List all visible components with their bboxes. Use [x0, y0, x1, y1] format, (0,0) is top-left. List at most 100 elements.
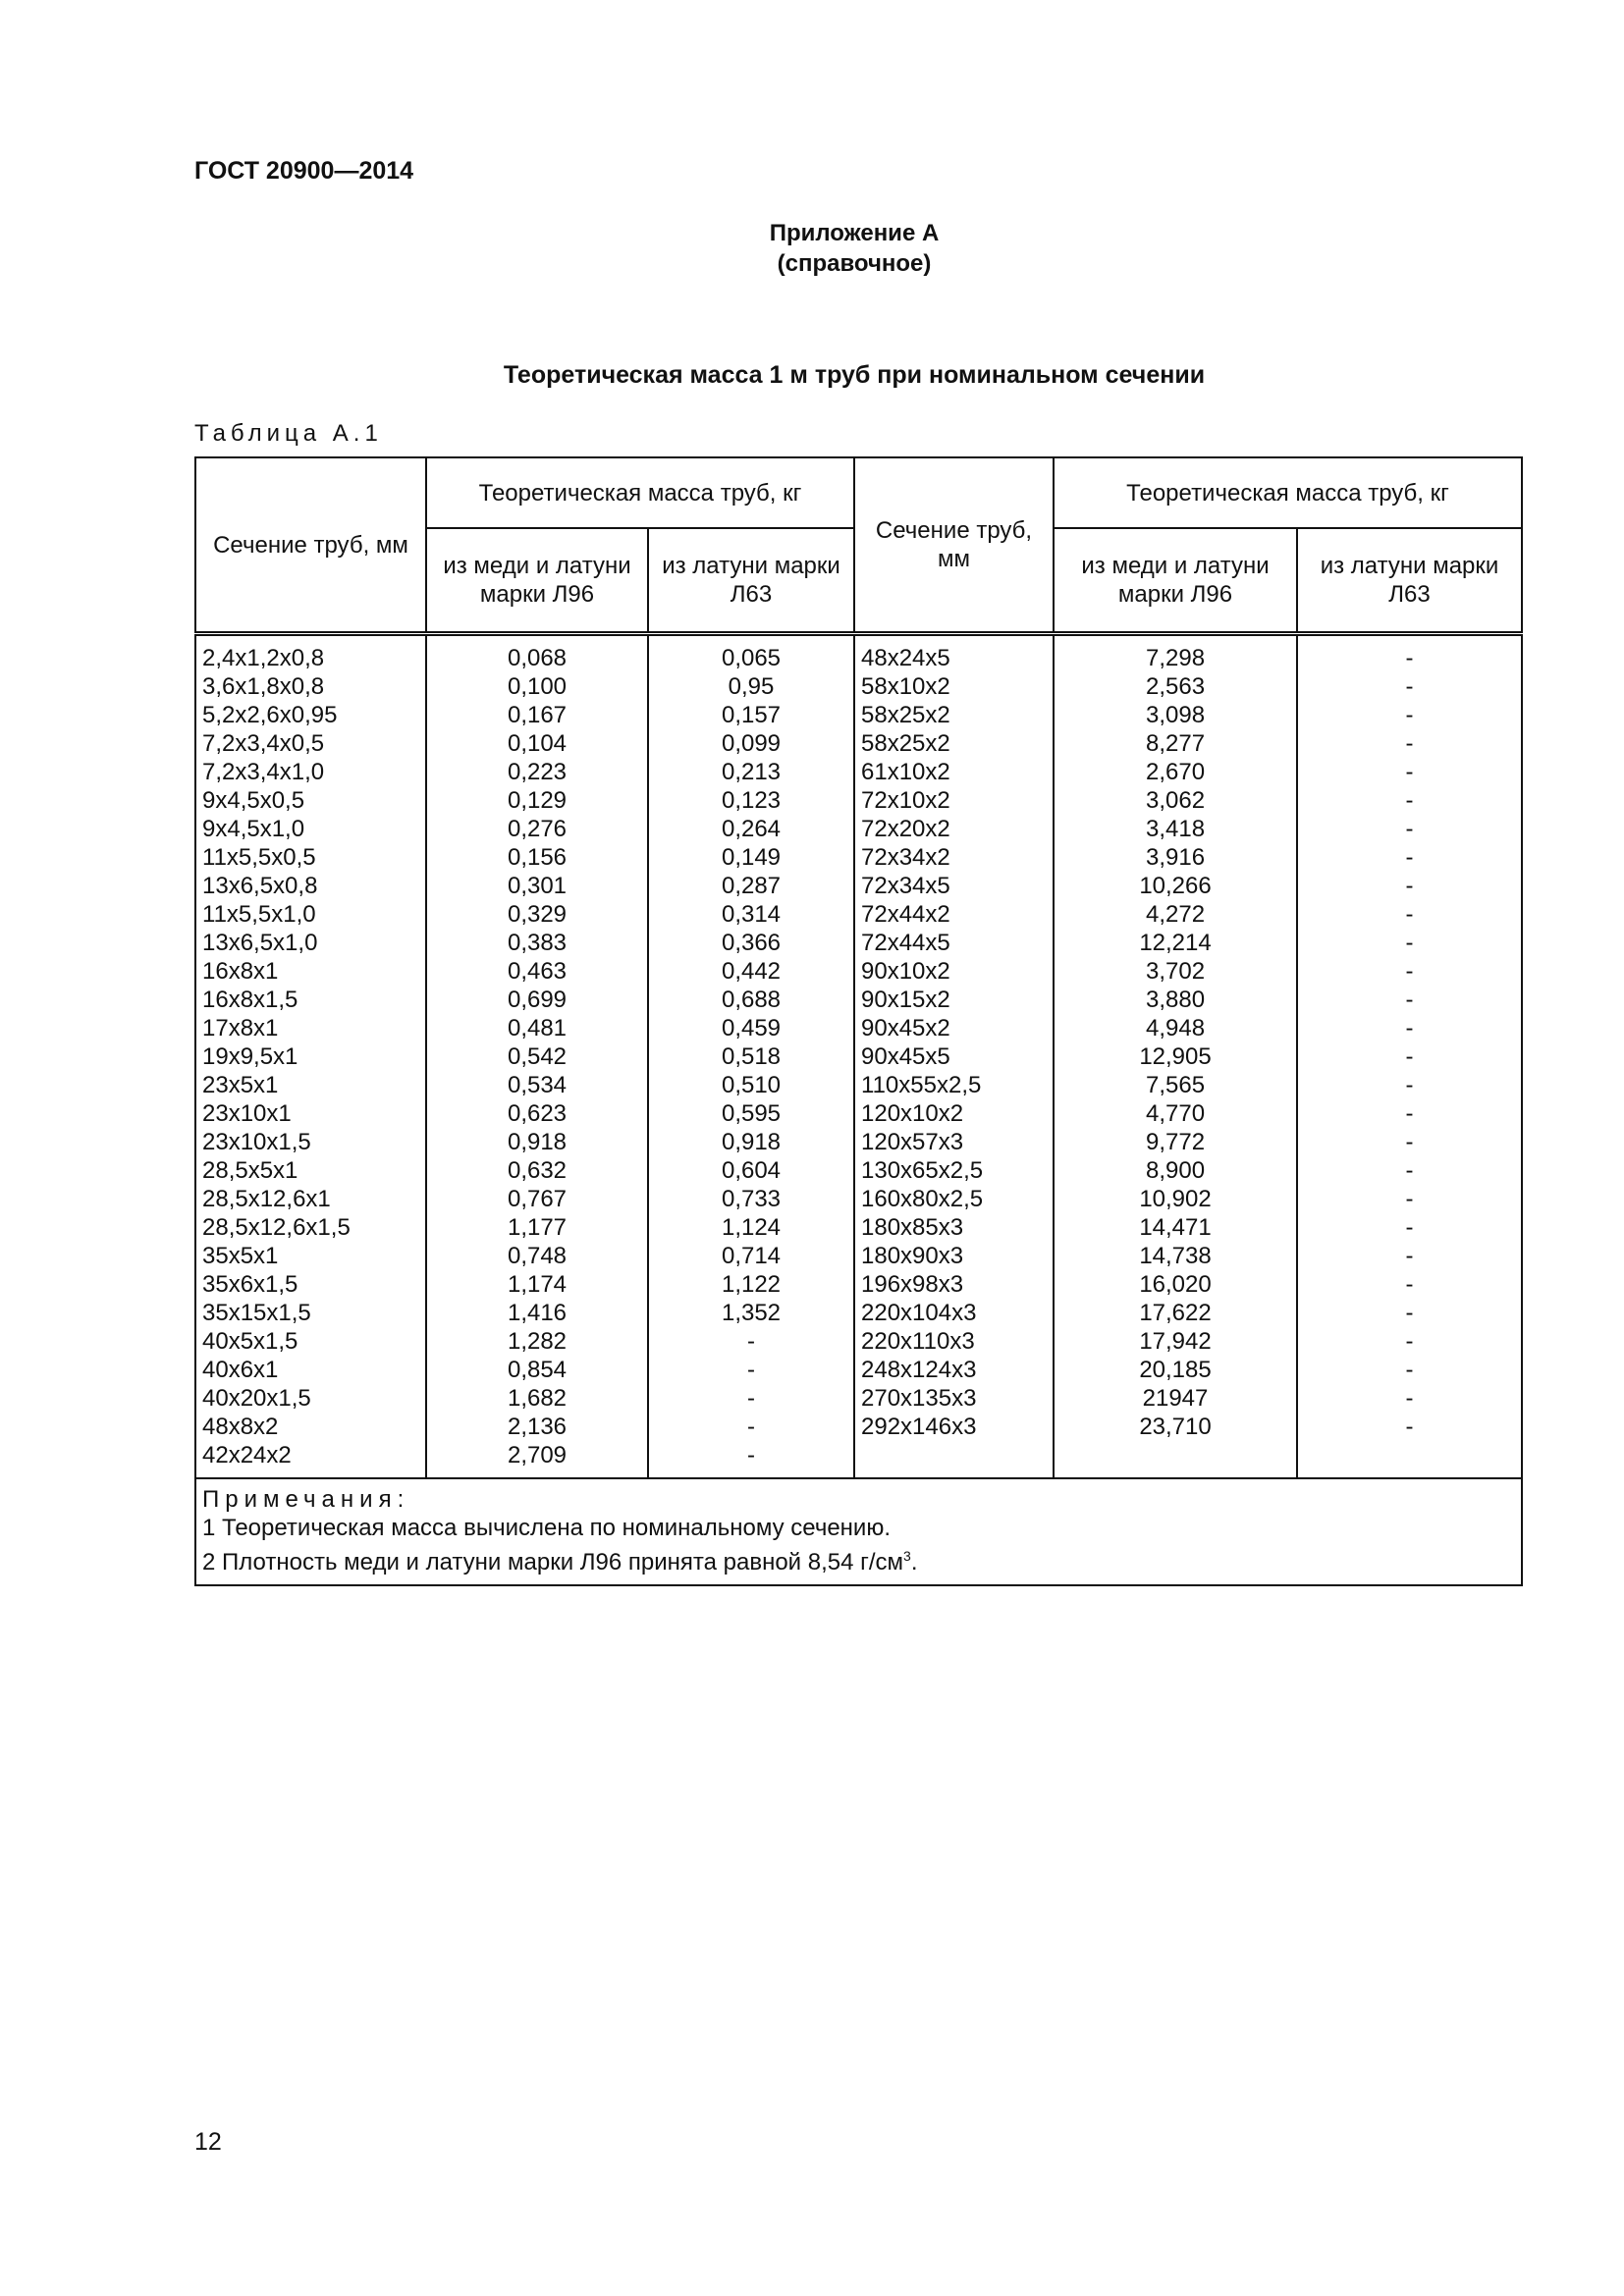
- cell-section: 40x20x1,5: [194, 1384, 427, 1413]
- table-row: 11x5,5x1,0 0,329 0,314 72x44x2 4,272-: [194, 900, 1524, 929]
- cell-mass-copper: 1,174: [425, 1270, 649, 1299]
- cell-section: 11x5,5x0,5: [194, 843, 427, 872]
- cell-mass-brass: 0,604: [646, 1156, 856, 1185]
- cell-mass-copper: 0,463: [425, 957, 649, 986]
- cell-section: 19x9,5x1: [194, 1042, 427, 1071]
- table-row: 3,6x1,8x0,8 0,100 0,95 58x10x2 2,563-: [194, 672, 1524, 701]
- cell-mass-brass: 0,366: [646, 929, 856, 957]
- cell-section: 61x10x2: [853, 758, 1056, 786]
- cell-mass-copper: 0,223: [425, 758, 649, 786]
- cell-section: 48x24x5: [853, 633, 1056, 672]
- cell-mass-brass: -: [646, 1327, 856, 1356]
- cell-mass-brass: 0,459: [646, 1014, 856, 1042]
- cell-mass-copper: 0,104: [425, 729, 649, 758]
- cell-section: 72x34x5: [853, 872, 1056, 900]
- header-section: Сечение труб, мм: [194, 456, 427, 635]
- appendix-heading: Приложение А (справочное): [0, 218, 1624, 279]
- cell-mass-brass: 0,733: [646, 1185, 856, 1213]
- cell-section: 130x65x2,5: [853, 1156, 1056, 1185]
- cell-section: 28,5x5x1: [194, 1156, 427, 1185]
- cell-mass-brass: -: [1296, 672, 1524, 701]
- cell-section: 180x90x3: [853, 1242, 1056, 1270]
- cell-section: 72x10x2: [853, 786, 1056, 815]
- table-row: 16x8x1,5 0,699 0,688 90x15x2 3,880-: [194, 986, 1524, 1014]
- cell-section: 58x25x2: [853, 701, 1056, 729]
- cell-section: 16x8x1,5: [194, 986, 427, 1014]
- table-row: 23x10x1 0,623 0,595 120x10x2 4,770-: [194, 1099, 1524, 1128]
- cell-mass-brass: -: [1296, 1299, 1524, 1327]
- table-row: 17x8x1 0,481 0,459 90x45x2 4,948-: [194, 1014, 1524, 1042]
- cell-mass-brass: 0,287: [646, 872, 856, 900]
- cell-mass-brass: -: [1296, 1185, 1524, 1213]
- cell-mass-copper: 0,918: [425, 1128, 649, 1156]
- cell-section: 90x10x2: [853, 957, 1056, 986]
- cell-mass-brass: -: [1296, 872, 1524, 900]
- cell-mass-brass: 0,714: [646, 1242, 856, 1270]
- table-row: 28,5x5x1 0,632 0,604 130x65x2,5 8,900-: [194, 1156, 1524, 1185]
- cell-mass-copper: 0,129: [425, 786, 649, 815]
- cell-mass-copper: 17,942: [1053, 1327, 1299, 1356]
- table-row: 9x4,5x0,5 0,129 0,123 72x10x2 3,062-: [194, 786, 1524, 815]
- cell-mass-brass: -: [1296, 701, 1524, 729]
- table-row: 19x9,5x1 0,542 0,518 90x45x5 12,905-: [194, 1042, 1524, 1071]
- cell-mass-copper: 0,156: [425, 843, 649, 872]
- cell-mass-brass: [1296, 1441, 1524, 1478]
- cell-mass-brass: 0,123: [646, 786, 856, 815]
- cell-section: 40x6x1: [194, 1356, 427, 1384]
- cell-mass-copper: 0,767: [425, 1185, 649, 1213]
- cell-section: 28,5x12,6x1,5: [194, 1213, 427, 1242]
- table-row: 35x15x1,5 1,416 1,352 220x104x3 17,622-: [194, 1299, 1524, 1327]
- cell-section: 58x25x2: [853, 729, 1056, 758]
- cell-mass-brass: -: [646, 1441, 856, 1478]
- cell-mass-copper: 3,062: [1053, 786, 1299, 815]
- cell-mass-brass: 0,95: [646, 672, 856, 701]
- cell-section: 220x104x3: [853, 1299, 1056, 1327]
- cell-mass-copper: 0,542: [425, 1042, 649, 1071]
- cell-mass-brass: -: [1296, 1413, 1524, 1441]
- cell-mass-brass: 0,688: [646, 986, 856, 1014]
- cell-section: 270x135x3: [853, 1384, 1056, 1413]
- section-title: Теоретическая масса 1 м труб при номинал…: [503, 361, 1206, 389]
- cell-section: 11x5,5x1,0: [194, 900, 427, 929]
- cell-mass-copper: 0,854: [425, 1356, 649, 1384]
- cell-section: 7,2x3,4x0,5: [194, 729, 427, 758]
- cell-mass-copper: 0,383: [425, 929, 649, 957]
- cell-mass-copper: 1,416: [425, 1299, 649, 1327]
- cell-mass-copper: 0,623: [425, 1099, 649, 1128]
- cell-mass-copper: 8,900: [1053, 1156, 1299, 1185]
- cell-mass-copper: 3,418: [1053, 815, 1299, 843]
- cell-mass-copper: 16,020: [1053, 1270, 1299, 1299]
- cell-mass-copper: 0,481: [425, 1014, 649, 1042]
- cell-mass-copper: 1,177: [425, 1213, 649, 1242]
- cell-mass-brass: -: [1296, 729, 1524, 758]
- cell-mass-copper: 0,534: [425, 1071, 649, 1099]
- table-row: 28,5x12,6x1,5 1,177 1,124 180x85x3 14,471-: [194, 1213, 1524, 1242]
- cell-mass-brass: -: [1296, 1242, 1524, 1270]
- cell-mass-brass: -: [1296, 1156, 1524, 1185]
- cell-mass-brass: -: [646, 1384, 856, 1413]
- cell-mass-brass: 0,510: [646, 1071, 856, 1099]
- table-row: 5,2x2,6x0,95 0,167 0,157 58x25x2 3,098-: [194, 701, 1524, 729]
- table-label: Таблица А.1: [194, 420, 383, 447]
- cell-mass-brass: 0,099: [646, 729, 856, 758]
- cell-mass-copper: 0,276: [425, 815, 649, 843]
- cell-section: 35x6x1,5: [194, 1270, 427, 1299]
- cell-section: 248x124x3: [853, 1356, 1056, 1384]
- cell-mass-copper: 4,770: [1053, 1099, 1299, 1128]
- cell-mass-copper: 21947: [1053, 1384, 1299, 1413]
- cell-mass-copper: 9,772: [1053, 1128, 1299, 1156]
- appendix-subtitle: (справочное): [777, 250, 932, 277]
- header-section-2: Сечение труб, мм: [853, 456, 1056, 635]
- header-brass: из латуни марки Л63: [646, 527, 856, 635]
- header-mass-group-2: Теоретическая масса труб, кг: [1053, 456, 1524, 529]
- cell-mass-brass: 0,595: [646, 1099, 856, 1128]
- cell-mass-copper: 0,699: [425, 986, 649, 1014]
- cell-section: 58x10x2: [853, 672, 1056, 701]
- cell-section: 220x110x3: [853, 1327, 1056, 1356]
- cell-mass-copper: 10,902: [1053, 1185, 1299, 1213]
- cell-mass-brass: -: [1296, 1356, 1524, 1384]
- cell-section: 292x146x3: [853, 1413, 1056, 1441]
- note-2-text: 2 Плотность меди и латуни марки Л96 прин…: [202, 1549, 904, 1575]
- cell-section: 9x4,5x1,0: [194, 815, 427, 843]
- cell-mass-copper: 0,329: [425, 900, 649, 929]
